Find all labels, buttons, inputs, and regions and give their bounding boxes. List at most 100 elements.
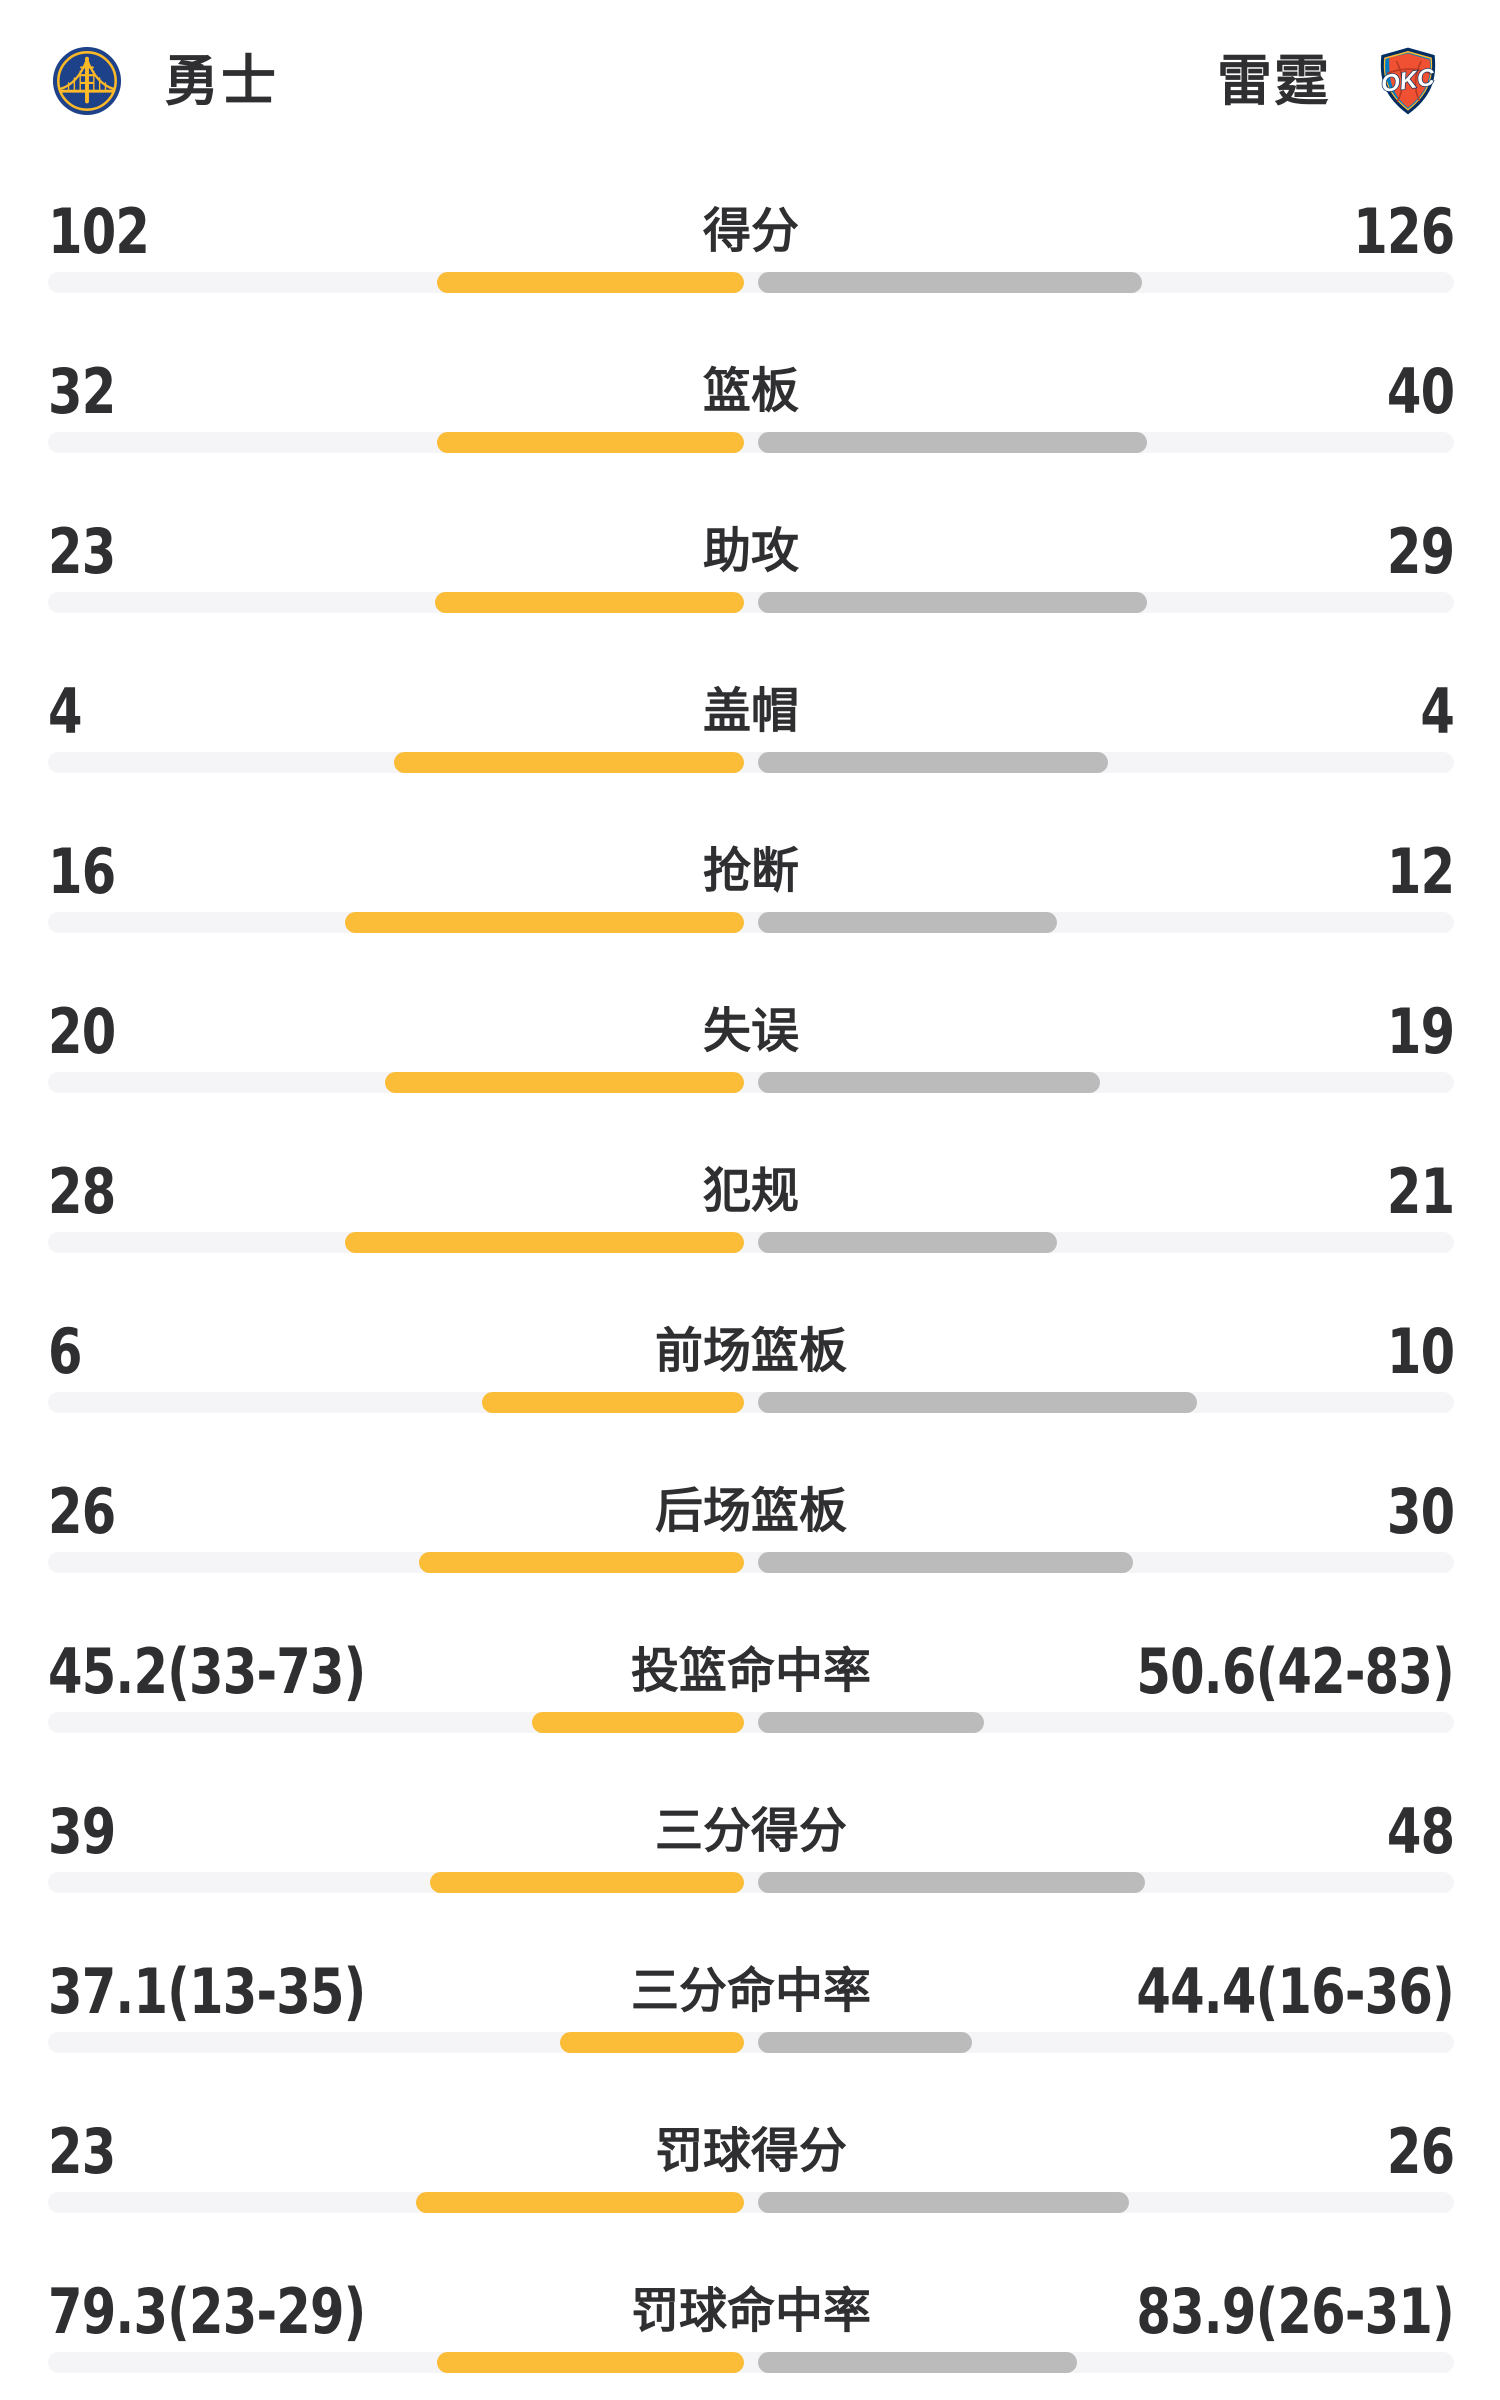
away-team-name: 雷霆 bbox=[1216, 50, 1331, 112]
home-value: 23 bbox=[48, 2115, 116, 2188]
stat-label: 篮板 bbox=[702, 365, 800, 418]
bar-track bbox=[48, 1232, 1454, 1253]
stat-label: 投篮命中率 bbox=[630, 1645, 872, 1698]
stat-label: 罚球命中率 bbox=[630, 2285, 872, 2338]
home-bar bbox=[344, 1232, 744, 1253]
away-value: 10 bbox=[1386, 1315, 1455, 1388]
away-team: 雷霆 OKC bbox=[1217, 46, 1443, 116]
home-value: 26 bbox=[48, 1475, 116, 1548]
stat-label: 犯规 bbox=[702, 1165, 800, 1218]
home-bar bbox=[416, 2192, 744, 2213]
stat-line: 23 罚球得分 26 bbox=[48, 2115, 1455, 2188]
stat-line: 28 犯规 21 bbox=[48, 1155, 1455, 1228]
away-bar bbox=[758, 1552, 1134, 1573]
stat-label: 失误 bbox=[702, 1005, 800, 1058]
bar-track bbox=[48, 2352, 1454, 2373]
away-value: 4 bbox=[1420, 675, 1455, 748]
home-bar bbox=[437, 432, 744, 453]
home-value: 23 bbox=[48, 515, 116, 588]
away-value: 21 bbox=[1386, 1155, 1455, 1228]
stat-row: 102 得分 126 bbox=[48, 192, 1455, 352]
stat-label: 三分得分 bbox=[654, 1805, 848, 1858]
stat-line: 37.1(13-35) 三分命中率 44.4(16-36) bbox=[48, 1955, 1455, 2028]
stat-label: 助攻 bbox=[702, 525, 800, 578]
home-team: 勇士 bbox=[52, 46, 278, 116]
stat-row: 6 前场篮板 10 bbox=[48, 1312, 1455, 1472]
away-value: 12 bbox=[1386, 835, 1455, 908]
home-bar bbox=[385, 1072, 744, 1093]
home-bar bbox=[531, 1712, 744, 1733]
stat-row: 20 失误 19 bbox=[48, 992, 1455, 1152]
stat-line: 16 抢断 12 bbox=[48, 835, 1455, 908]
home-bar bbox=[437, 2352, 744, 2373]
home-bar bbox=[482, 1392, 744, 1413]
home-bar bbox=[430, 1872, 744, 1893]
away-value: 50.6(42-83) bbox=[1136, 1635, 1454, 1708]
home-value: 39 bbox=[48, 1795, 116, 1868]
home-value: 28 bbox=[48, 1155, 116, 1228]
away-bar bbox=[758, 752, 1109, 773]
away-value: 48 bbox=[1386, 1795, 1455, 1868]
header: 勇士 雷霆 OKC bbox=[0, 0, 1500, 116]
away-bar bbox=[758, 2192, 1130, 2213]
stat-line: 32 篮板 40 bbox=[48, 355, 1455, 428]
away-bar bbox=[758, 1872, 1145, 1893]
bar-track bbox=[48, 1072, 1454, 1093]
home-value: 37.1(13-35) bbox=[48, 1955, 366, 2028]
stat-label: 后场篮板 bbox=[654, 1485, 848, 1538]
home-bar bbox=[437, 272, 744, 293]
home-value: 102 bbox=[48, 195, 150, 268]
home-value: 6 bbox=[48, 1315, 83, 1388]
home-bar bbox=[419, 1552, 744, 1573]
away-bar bbox=[758, 272, 1142, 293]
bar-track bbox=[48, 592, 1454, 613]
stat-label: 前场篮板 bbox=[654, 1325, 848, 1378]
stat-label: 罚球得分 bbox=[654, 2125, 848, 2178]
away-value: 83.9(26-31) bbox=[1136, 2275, 1454, 2348]
stat-line: 4 盖帽 4 bbox=[48, 675, 1455, 748]
home-value: 20 bbox=[48, 995, 116, 1068]
away-bar bbox=[758, 1712, 985, 1733]
stat-row: 37.1(13-35) 三分命中率 44.4(16-36) bbox=[48, 1952, 1455, 2112]
away-bar bbox=[758, 432, 1148, 453]
bar-track bbox=[48, 1712, 1454, 1733]
bar-track bbox=[48, 432, 1454, 453]
stat-label: 三分命中率 bbox=[630, 1965, 872, 2018]
bar-track bbox=[48, 752, 1454, 773]
stat-row: 39 三分得分 48 bbox=[48, 1792, 1455, 1952]
stat-label: 盖帽 bbox=[702, 685, 800, 738]
away-value: 44.4(16-36) bbox=[1136, 1955, 1454, 2028]
away-value: 40 bbox=[1386, 355, 1455, 428]
bar-track bbox=[48, 2192, 1454, 2213]
okc-logo-icon: OKC bbox=[1373, 46, 1443, 116]
away-bar bbox=[758, 592, 1148, 613]
stats-list: 102 得分 126 32 篮板 40 23 助攻 29 bbox=[0, 192, 1500, 2400]
home-team-name: 勇士 bbox=[164, 50, 279, 112]
home-value: 16 bbox=[48, 835, 116, 908]
away-value: 126 bbox=[1352, 195, 1455, 268]
stat-line: 102 得分 126 bbox=[48, 195, 1455, 268]
away-value: 19 bbox=[1386, 995, 1455, 1068]
stat-row: 79.3(23-29) 罚球命中率 83.9(26-31) bbox=[48, 2272, 1455, 2400]
stat-line: 23 助攻 29 bbox=[48, 515, 1455, 588]
stat-label: 抢断 bbox=[702, 845, 800, 898]
bar-track bbox=[48, 272, 1454, 293]
stat-row: 16 抢断 12 bbox=[48, 832, 1455, 992]
stat-row: 23 助攻 29 bbox=[48, 512, 1455, 672]
away-value: 26 bbox=[1386, 2115, 1455, 2188]
stat-line: 39 三分得分 48 bbox=[48, 1795, 1455, 1868]
stat-row: 28 犯规 21 bbox=[48, 1152, 1455, 1312]
bar-track bbox=[48, 1392, 1454, 1413]
home-value: 45.2(33-73) bbox=[48, 1635, 366, 1708]
stat-line: 6 前场篮板 10 bbox=[48, 1315, 1455, 1388]
stat-line: 20 失误 19 bbox=[48, 995, 1455, 1068]
stat-line: 45.2(33-73) 投篮命中率 50.6(42-83) bbox=[48, 1635, 1455, 1708]
stat-row: 32 篮板 40 bbox=[48, 352, 1455, 512]
home-bar bbox=[393, 752, 744, 773]
away-value: 29 bbox=[1386, 515, 1455, 588]
stat-label: 得分 bbox=[702, 205, 800, 258]
stat-row: 26 后场篮板 30 bbox=[48, 1472, 1455, 1632]
home-value: 79.3(23-29) bbox=[48, 2275, 366, 2348]
away-bar bbox=[758, 2352, 1078, 2373]
